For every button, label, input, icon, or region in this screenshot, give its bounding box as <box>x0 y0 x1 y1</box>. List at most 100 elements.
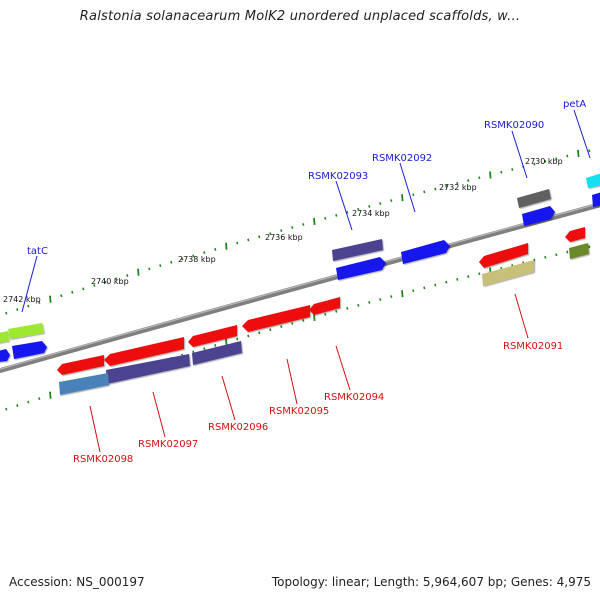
gene-blue-peta[interactable] <box>592 192 600 207</box>
scale-tick-lower <box>38 397 41 401</box>
scale-label-2736: 2736 kbp <box>265 233 303 242</box>
scale-tick-upper <box>434 187 437 191</box>
scale-tick-lower <box>49 391 52 399</box>
scale-label-2730: 2730 kbp <box>525 157 563 166</box>
gene-darkgreen-right[interactable] <box>569 243 589 259</box>
scale-tick-lower <box>544 255 547 259</box>
gene-cyan-peta[interactable] <box>586 173 600 188</box>
scale-tick-lower <box>258 331 261 335</box>
gene-label-rsmk02096: RSMK02096 <box>208 422 268 433</box>
scale-tick-upper <box>258 235 261 239</box>
scale-tick-lower <box>390 295 393 298</box>
scale-tick-upper <box>555 157 558 161</box>
scale-tick-upper <box>566 154 569 158</box>
gene-red-rsmk02098[interactable] <box>57 355 104 375</box>
gene-red-rsmk02097[interactable] <box>104 337 184 366</box>
scale-tick-lower <box>467 275 470 278</box>
scale-tick-lower <box>478 272 481 276</box>
scale-tick-upper <box>214 248 217 251</box>
gene-label-rsmk02097: RSMK02097 <box>138 439 198 450</box>
gene-label-tatc: tatC <box>27 246 48 257</box>
chromosome-backbone-highlight <box>0 202 600 370</box>
scale-tick-lower <box>236 337 239 341</box>
scale-tick-upper <box>302 223 305 226</box>
gene-navy-rsmk02096[interactable] <box>192 341 242 365</box>
scale-label-2738: 2738 kbp <box>178 255 216 264</box>
scale-tick-lower <box>214 344 217 347</box>
scale-tick-upper <box>544 159 547 163</box>
scale-tick-upper <box>368 205 371 208</box>
scale-tick-upper <box>577 149 580 158</box>
gene-red-rsmk02096[interactable] <box>188 325 237 347</box>
gene-label-rsmk02092: RSMK02092 <box>372 153 432 164</box>
gene-label-rsmk02090: RSMK02090 <box>484 120 544 131</box>
gene-blue-tatc[interactable] <box>12 341 47 359</box>
gene-navy-rsmk02093[interactable] <box>332 239 383 261</box>
scale-tick-lower <box>434 283 437 287</box>
gene-label-rsmk02093: RSMK02093 <box>308 171 368 182</box>
scale-tick-lower <box>203 347 206 351</box>
leader-lines-upper <box>21 109 591 313</box>
scale-tick-upper <box>401 194 404 202</box>
scale-tick-lower <box>27 400 30 404</box>
scale-tick-lower <box>5 407 8 411</box>
scale-tick-upper <box>225 242 228 250</box>
scale-tick-upper <box>5 311 8 315</box>
scale-tick-upper <box>357 208 360 211</box>
scale-tick-upper <box>412 193 415 197</box>
scale-label-2740: 2740 kbp <box>91 277 129 286</box>
scale-tick-upper <box>379 202 382 205</box>
scale-tick-upper <box>93 284 96 287</box>
scale-tick-lower <box>269 328 272 332</box>
scale-tick-upper <box>71 290 74 294</box>
scale-tick-upper <box>60 294 63 298</box>
gene-blue-left-edge[interactable] <box>0 349 10 362</box>
gene-lime-upper[interactable] <box>8 323 44 339</box>
scale-tick-lower <box>379 298 382 301</box>
scale-tick-upper <box>27 304 30 308</box>
gene-lime-left-edge[interactable] <box>0 331 9 343</box>
scale-tick-upper <box>390 199 393 202</box>
gene-red-small-right[interactable] <box>565 227 585 242</box>
scale-tick-upper <box>137 268 140 276</box>
gene-blue-rsmk02090[interactable] <box>522 206 555 226</box>
chromosome-backbone <box>0 202 600 374</box>
scale-tick-upper <box>467 179 470 182</box>
scale-tick-upper <box>104 280 107 284</box>
scale-tick-lower <box>324 312 327 316</box>
scale-tick-upper <box>203 251 206 255</box>
scale-tick-upper <box>588 149 591 153</box>
scale-tick-upper <box>423 190 426 194</box>
scale-tick-upper <box>313 217 316 225</box>
scale-tick-upper <box>247 238 250 242</box>
scale-tick-lower <box>456 277 459 281</box>
scale-tick-lower <box>533 258 536 262</box>
gene-label-rsmk02095: RSMK02095 <box>269 406 329 417</box>
scale-tick-lower <box>291 322 294 325</box>
gene-blue-rsmk02093[interactable] <box>336 257 386 280</box>
gene-blue-rsmk02092[interactable] <box>401 240 450 264</box>
scale-tick-lower <box>555 253 558 257</box>
scale-tick-upper <box>478 176 481 180</box>
topology-text: Topology: linear; Length: 5,964,607 bp; … <box>271 575 591 589</box>
scale-tick-upper <box>82 287 85 291</box>
gene-red-rsmk02094[interactable] <box>309 297 340 315</box>
gene-olive-rsmk02091[interactable] <box>482 260 534 286</box>
scale-tick-lower <box>280 325 283 329</box>
gene-red-rsmk02091a[interactable] <box>479 243 528 268</box>
scale-tick-upper <box>335 213 338 217</box>
scale-label-2734: 2734 kbp <box>352 209 390 218</box>
scale-tick-upper <box>456 181 459 185</box>
scale-tick-upper <box>38 301 41 305</box>
gene-navy-rsmk02097[interactable] <box>106 354 190 384</box>
scale-tick-upper <box>148 267 151 271</box>
scale-tick-lower <box>445 280 448 284</box>
leader-lines-lower <box>89 293 529 453</box>
gene-steelblue-rsmk02098[interactable] <box>59 373 109 395</box>
scale-tick-upper <box>269 232 272 236</box>
scale-tick-lower <box>588 245 591 249</box>
gene-gray-rsmk02090[interactable] <box>517 189 551 208</box>
gene-red-rsmk02095[interactable] <box>242 305 310 332</box>
scale-tick-upper <box>236 241 239 245</box>
